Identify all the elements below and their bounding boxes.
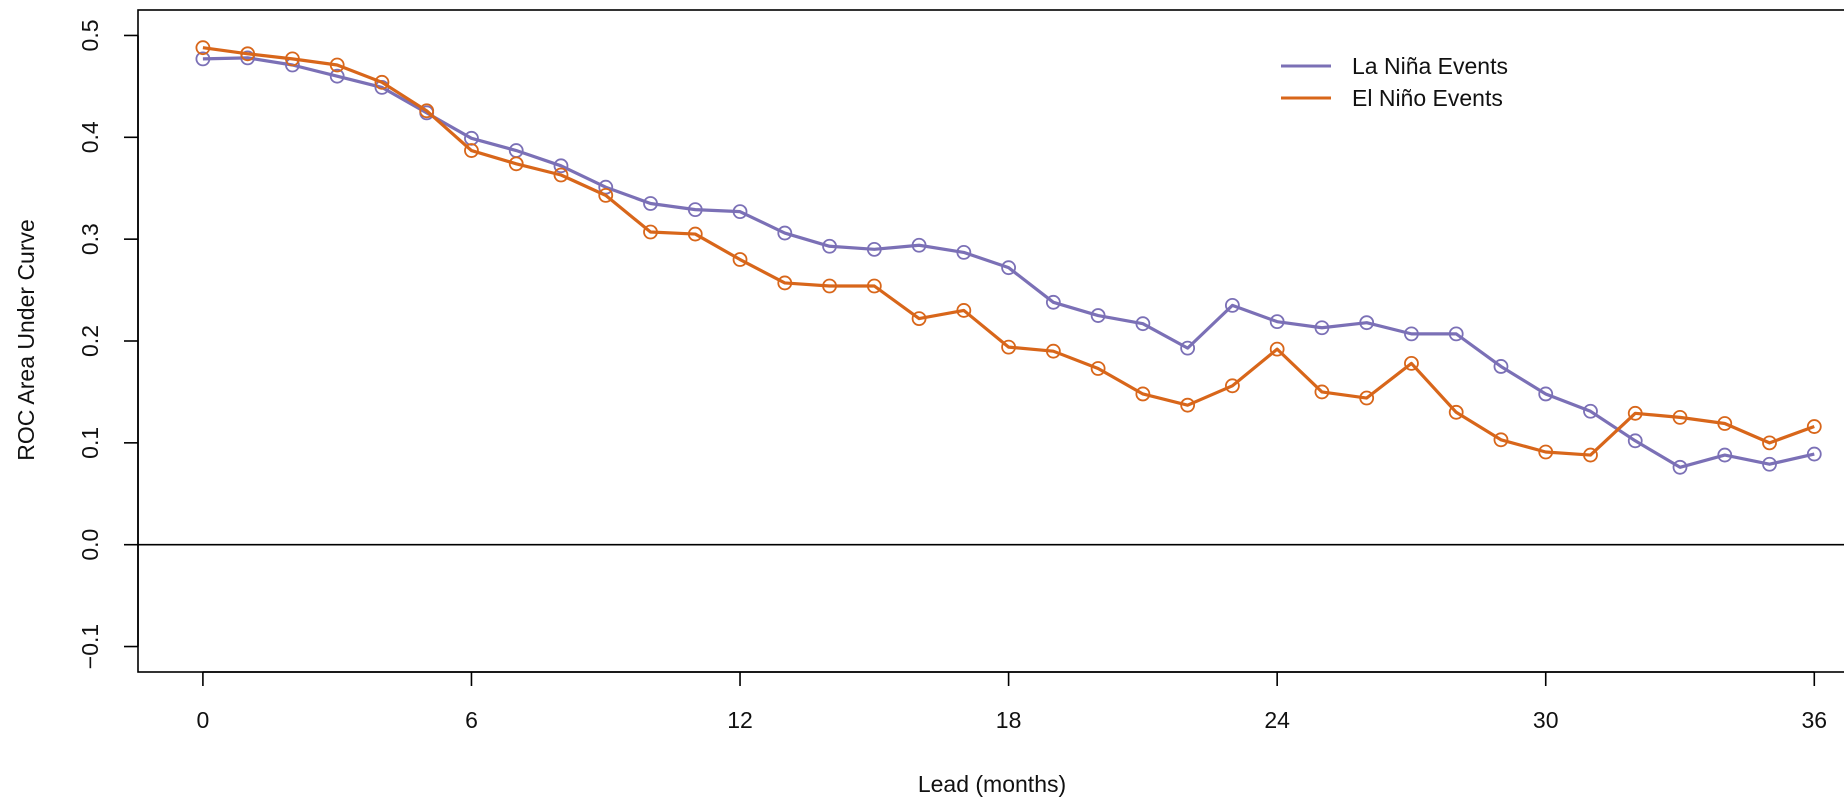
data-point: [822, 278, 837, 294]
x-tick-label: 24: [1264, 707, 1290, 733]
x-tick-label: 12: [727, 707, 753, 733]
x-tick-label: 18: [996, 707, 1022, 733]
y-axis-label: ROC Area Under Curve: [13, 219, 39, 461]
x-tick-label: 36: [1801, 707, 1827, 733]
data-point: [1806, 446, 1822, 462]
data-point: [1269, 341, 1285, 357]
data-point: [1001, 260, 1016, 276]
data-point: [1314, 384, 1330, 400]
data-point: [1180, 397, 1196, 413]
data-point: [777, 275, 793, 291]
y-tick-label: 0.1: [77, 427, 103, 459]
plot-frame: [137, 9, 1844, 673]
data-point: [1493, 432, 1509, 448]
legend: La Niña Events El Niño Events: [1281, 53, 1508, 111]
data-point: [1583, 403, 1598, 419]
data-point: [911, 237, 927, 253]
data-point: [1404, 326, 1419, 342]
data-point: [866, 278, 882, 294]
data-point: [374, 74, 390, 90]
y-tick-label: −0.1: [77, 624, 103, 669]
data-point: [1224, 378, 1240, 394]
data-point: [1627, 433, 1643, 449]
series-layer: [195, 40, 1822, 475]
data-point: [1045, 294, 1061, 310]
data-point: [1538, 444, 1554, 460]
data-point: [1090, 361, 1106, 376]
y-axis: −0.1 0.0 0.1 0.2 0.3 0.4 0.5: [77, 19, 139, 669]
data-point: [956, 244, 972, 260]
data-point: [1762, 435, 1777, 451]
x-tick-label: 0: [197, 707, 210, 733]
data-point: [643, 224, 658, 240]
data-point: [598, 187, 614, 203]
data-point: [508, 156, 524, 172]
data-point: [687, 226, 703, 242]
data-point: [553, 167, 569, 183]
x-axis-label: Lead (months): [918, 771, 1066, 797]
data-point: [1404, 356, 1419, 371]
data-point: [240, 50, 256, 66]
data-point: [1359, 315, 1375, 331]
data-point: [464, 143, 479, 158]
data-point: [911, 311, 927, 326]
data-point: [687, 202, 703, 218]
data-point: [732, 252, 748, 267]
data-point: [1717, 447, 1733, 463]
data-point: [1538, 386, 1554, 402]
y-tick-label: 0.5: [77, 19, 103, 51]
data-point: [866, 241, 882, 257]
data-point: [1180, 340, 1196, 356]
data-point: [1224, 297, 1240, 313]
y-tick-label: 0.3: [77, 223, 103, 255]
data-point: [1583, 447, 1598, 463]
data-point: [732, 204, 748, 220]
series-line: [202, 56, 1815, 469]
data-point: [1359, 390, 1375, 406]
data-point: [1672, 409, 1688, 425]
data-point: [195, 40, 211, 56]
data-point: [822, 238, 837, 254]
data-point: [643, 196, 658, 211]
data-point: [1627, 405, 1643, 421]
data-point: [195, 51, 211, 67]
data-point: [419, 103, 435, 119]
y-tick-label: 0.0: [77, 529, 103, 561]
series-el-nino: [195, 40, 1822, 463]
series-la-nina: [195, 50, 1822, 475]
data-point: [1762, 456, 1777, 472]
data-point: [553, 158, 569, 174]
y-tick-label: 0.4: [77, 121, 103, 153]
data-point: [329, 57, 345, 73]
data-point: [1717, 416, 1733, 431]
data-point: [1672, 459, 1688, 475]
data-point: [1806, 419, 1822, 434]
data-point: [240, 46, 256, 62]
series-line: [202, 46, 1815, 457]
x-tick-label: 6: [465, 707, 478, 733]
legend-label-la-nina: La Niña Events: [1352, 53, 1508, 79]
data-point: [1135, 316, 1151, 332]
data-point: [1269, 314, 1285, 330]
data-point: [329, 68, 345, 84]
data-point: [1448, 326, 1464, 342]
data-point: [956, 303, 972, 318]
x-axis: 0 6 12 18 24 30 36: [197, 671, 1827, 733]
data-point: [1135, 386, 1151, 402]
data-point: [1045, 343, 1061, 359]
data-point: [1493, 359, 1509, 374]
data-point: [777, 225, 793, 241]
data-point: [1314, 320, 1330, 336]
y-tick-label: 0.2: [77, 325, 103, 357]
x-tick-label: 30: [1533, 707, 1559, 733]
data-point: [1448, 404, 1464, 420]
data-point: [285, 51, 300, 67]
legend-label-el-nino: El Niño Events: [1352, 85, 1503, 111]
data-point: [1090, 308, 1106, 323]
data-point: [1001, 339, 1016, 355]
